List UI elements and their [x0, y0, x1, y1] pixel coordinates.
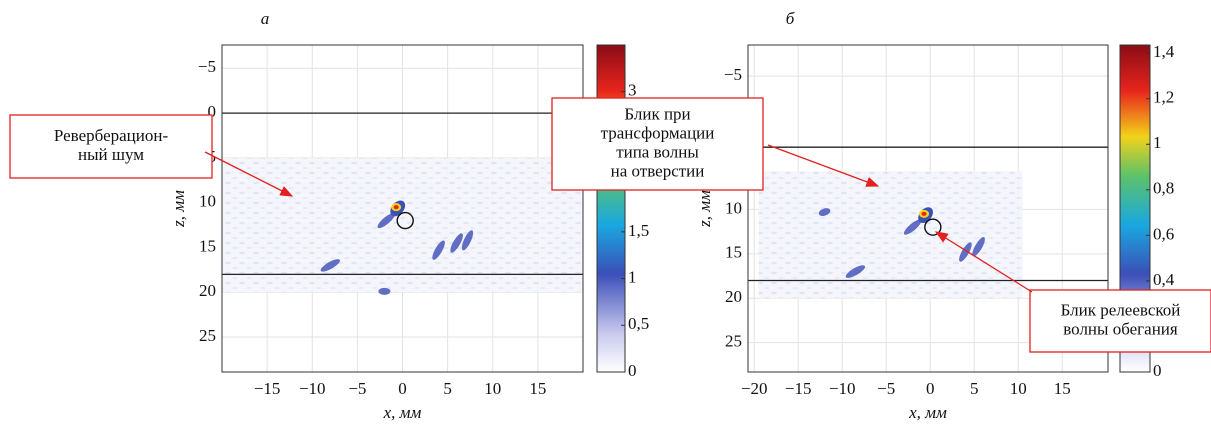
x-tick-label: 5 — [443, 379, 452, 398]
y-tick-label: 15 — [199, 236, 216, 255]
x-tick-label: −10 — [299, 379, 326, 398]
x-axis-label: x, мм — [908, 403, 947, 422]
colorbar-tick-label: 0,6 — [1153, 224, 1174, 243]
colorbar-tick-label: 1,5 — [628, 221, 649, 240]
x-tick-label: −5 — [877, 379, 895, 398]
plot-frame — [747, 44, 1109, 373]
annotation-box — [551, 97, 764, 191]
x-tick-label: 10 — [1010, 379, 1027, 398]
echo — [903, 219, 922, 235]
echo — [320, 259, 340, 272]
echo — [972, 237, 985, 257]
x-tick-label: 0 — [398, 379, 407, 398]
colorbar-tick-label: 1 — [628, 267, 637, 286]
colorbar-tick-label: 0,5 — [628, 314, 649, 333]
colorbar-tick-label: 0,8 — [1153, 179, 1174, 198]
annotation-text: волны обегания — [1063, 319, 1178, 338]
annotation-text: трансформации — [601, 123, 715, 142]
annotation-text: на отверстии — [611, 161, 705, 180]
annotation-arrow — [767, 144, 880, 187]
echo — [818, 208, 831, 216]
echo — [845, 265, 866, 278]
hole-marker — [396, 211, 414, 230]
y-axis-label: z, мм — [169, 190, 188, 228]
annotation-box — [9, 114, 213, 179]
panel-label: а — [261, 9, 270, 28]
x-tick-label: −15 — [785, 379, 812, 398]
x-tick-label: −5 — [348, 379, 366, 398]
x-tick-label: 0 — [926, 379, 935, 398]
echo — [461, 230, 474, 251]
echo — [959, 242, 972, 262]
colorbar-tick-label: 1,4 — [1153, 42, 1175, 61]
hot-spot — [393, 205, 399, 210]
x-tick-label: 10 — [484, 379, 501, 398]
colorbar-tick-label: 1,2 — [1153, 88, 1174, 107]
echo — [450, 233, 463, 253]
annotation-text: Блик релеевской — [1061, 300, 1181, 319]
x-tick-label: −20 — [741, 379, 768, 398]
plot-frame — [221, 44, 584, 373]
x-tick-label: 5 — [970, 379, 979, 398]
y-tick-label: 10 — [725, 198, 742, 217]
colorbar-tick-label: 0,4 — [1153, 270, 1175, 289]
y-tick-label: 25 — [199, 326, 216, 345]
hot-spot — [921, 211, 927, 216]
y-tick-label: 25 — [725, 332, 742, 351]
image-region — [758, 171, 1023, 299]
panel-label: б — [786, 9, 795, 28]
x-tick-label: −10 — [829, 379, 856, 398]
colorbar-tick-label: 1 — [1153, 133, 1162, 152]
y-tick-label: 15 — [725, 243, 742, 262]
annotation-text: Реверберацион- — [54, 126, 169, 145]
y-tick-label: −5 — [724, 65, 742, 84]
y-axis-label: z, мм — [695, 190, 714, 228]
annotation-text: Блик при — [624, 104, 690, 123]
y-tick-label: 20 — [725, 287, 742, 306]
y-tick-label: 0 — [208, 102, 217, 121]
colorbar-tick-label: 0 — [628, 361, 637, 380]
y-tick-label: 10 — [199, 192, 216, 211]
hole-marker — [924, 218, 942, 236]
x-axis-label: x, мм — [383, 403, 422, 422]
x-tick-label: 15 — [1054, 379, 1071, 398]
annotation-text: ный шум — [78, 145, 144, 164]
y-tick-label: −5 — [198, 57, 216, 76]
annotation-arrow — [204, 151, 294, 197]
annotation-box — [1029, 289, 1211, 353]
echo — [378, 287, 391, 295]
colorbar-tick-label: 3 — [628, 81, 637, 100]
echo — [432, 240, 445, 260]
annotation-text: типа волны — [616, 142, 699, 161]
y-tick-label: 20 — [199, 281, 216, 300]
x-tick-label: 15 — [529, 379, 546, 398]
echo — [377, 213, 395, 229]
image-region — [222, 157, 583, 293]
annotation-arrow — [934, 231, 1033, 293]
colorbar-tick-label: 0 — [1153, 361, 1162, 380]
colorbar — [596, 44, 626, 373]
x-tick-label: −15 — [254, 379, 281, 398]
